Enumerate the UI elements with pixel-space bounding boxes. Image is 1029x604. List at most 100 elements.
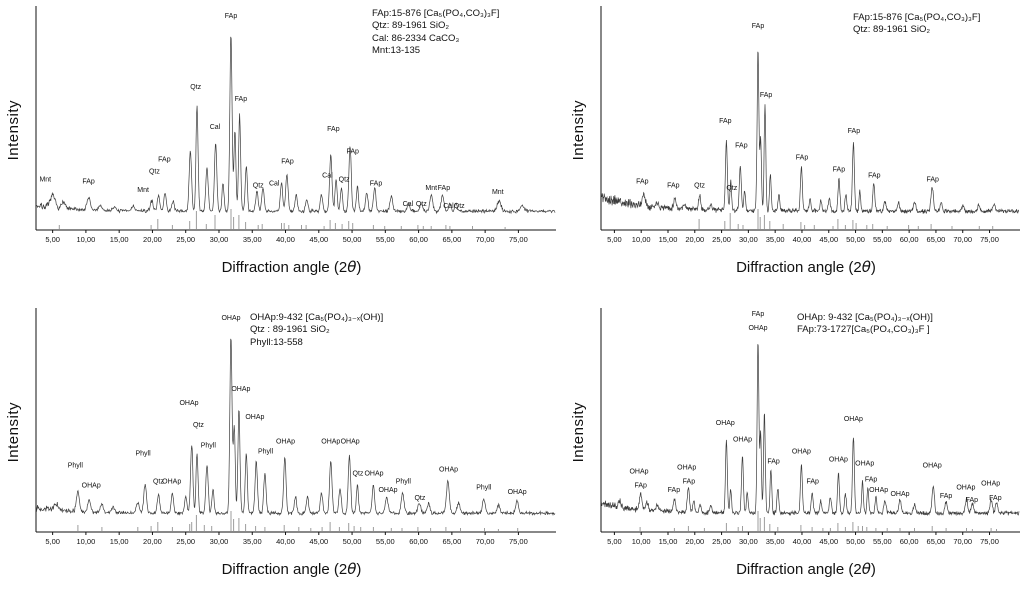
svg-text:Qtz: Qtz — [153, 479, 164, 486]
x-axis-label: Diffraction angle (2θ) — [221, 258, 362, 276]
svg-text:FAp: FAp — [636, 179, 649, 186]
svg-text:Phyll: Phyll — [396, 479, 412, 486]
svg-text:60,00: 60,00 — [900, 235, 919, 244]
svg-text:Qtz: Qtz — [416, 201, 427, 208]
svg-text:OHAp: OHAp — [245, 414, 264, 421]
svg-text:35,00: 35,00 — [243, 235, 262, 244]
svg-text:FAp: FAp — [868, 173, 881, 180]
svg-text:10,00: 10,00 — [77, 235, 96, 244]
svg-text:15,00: 15,00 — [110, 537, 129, 546]
svg-text:Qtz: Qtz — [193, 422, 204, 429]
svg-text:Cal: Cal — [322, 173, 333, 180]
svg-text:OHAp: OHAp — [748, 325, 767, 332]
svg-text:50,00: 50,00 — [343, 235, 362, 244]
xrd-plot: 5,00 10,00 15,00 20,00 25,00 30,00 35,00 40,00 4… — [600, 308, 1020, 546]
svg-text:70,00: 70,00 — [953, 235, 972, 244]
svg-text:35,00: 35,00 — [243, 537, 262, 546]
y-axis-label-column: Intensity — [565, 306, 591, 558]
svg-text:Cal: Cal — [210, 124, 221, 131]
legend-line: Mnt:13-135 — [372, 45, 421, 57]
svg-text:FAp: FAp — [735, 142, 748, 149]
svg-text:FAp: FAp — [940, 493, 953, 500]
svg-text:FAp: FAp — [327, 126, 340, 133]
svg-text:50,00: 50,00 — [846, 235, 865, 244]
svg-text:FAp: FAp — [752, 23, 765, 30]
svg-text:OHAp: OHAp — [276, 438, 295, 445]
theta-symbol: θ — [861, 560, 871, 578]
svg-text:FAp: FAp — [370, 181, 383, 188]
svg-text:35,00: 35,00 — [766, 537, 785, 546]
legend: OHAp: 9-432 [Ca₅(PO₄)₃₋ₓ(OH)] FAp:73-172… — [797, 312, 933, 337]
svg-text:25,00: 25,00 — [712, 537, 731, 546]
svg-text:65,00: 65,00 — [442, 537, 461, 546]
svg-text:Qtz: Qtz — [253, 183, 264, 190]
svg-text:Phyll: Phyll — [476, 485, 492, 492]
svg-text:20,00: 20,00 — [685, 235, 704, 244]
svg-text:FAp: FAp — [865, 477, 878, 484]
svg-text:FAp: FAp — [438, 185, 451, 192]
panel-top-left: Intensity 5,00 10,00 15,00 20,00 25,00 30,00 3… — [0, 0, 565, 302]
svg-text:Qtz: Qtz — [353, 471, 364, 478]
svg-text:OHAp: OHAp — [162, 479, 181, 486]
theta-symbol: θ — [861, 258, 871, 276]
svg-text:OHAp: OHAp — [890, 491, 909, 498]
svg-text:OHAp: OHAp — [733, 436, 752, 443]
svg-text:Phyll: Phyll — [258, 448, 274, 455]
svg-text:25,00: 25,00 — [176, 235, 195, 244]
legend-line: Qtz: 89-1961 SiO₂ — [372, 20, 450, 32]
legend-line: FAp:15-876 [Ca₅(PO₄,CO₃)₃F] — [372, 8, 500, 19]
svg-text:75,00: 75,00 — [980, 235, 999, 244]
svg-text:75,00: 75,00 — [509, 537, 528, 546]
legend-line: FAp:73-1727[Ca₅(PO₄,CO₃)₃F ] — [797, 324, 930, 336]
svg-text:40,00: 40,00 — [276, 235, 295, 244]
svg-text:45,00: 45,00 — [819, 537, 838, 546]
x-axis-label: Diffraction angle (2θ) — [221, 560, 362, 578]
svg-text:Mnt: Mnt — [425, 185, 437, 192]
svg-text:FAp: FAp — [796, 155, 809, 162]
legend-line: OHAp:9-432 [Ca₅(PO₄)₃₋ₓ(OH)] — [250, 312, 384, 323]
legend-line: Qtz: 89-1961 SiO₂ — [853, 24, 931, 36]
svg-text:5,00: 5,00 — [45, 537, 60, 546]
panel-top-right: Intensity 5,00 10,00 15,00 20,00 25,00 30,00 3… — [565, 0, 1029, 302]
svg-text:FAp: FAp — [683, 479, 696, 486]
svg-text:Phyll: Phyll — [201, 442, 217, 449]
svg-text:OHAp: OHAp — [923, 463, 942, 470]
y-axis-label-column: Intensity — [0, 4, 26, 256]
svg-text:OHAp: OHAp — [341, 438, 360, 445]
svg-text:OHAp: OHAp — [439, 467, 458, 474]
svg-text:40,00: 40,00 — [793, 537, 812, 546]
svg-text:25,00: 25,00 — [176, 537, 195, 546]
y-axis-label-column: Intensity — [565, 4, 591, 256]
legend-line: Phyll:13-558 — [250, 336, 303, 348]
svg-text:OHAp: OHAp — [716, 420, 735, 427]
legend: OHAp:9-432 [Ca₅(PO₄)₃₋ₓ(OH)] Qtz : 89-19… — [250, 312, 383, 349]
svg-text:OHAp: OHAp — [677, 465, 696, 472]
svg-text:OHAp: OHAp — [844, 416, 863, 423]
svg-text:FAp: FAp — [806, 479, 819, 486]
svg-text:OHAp: OHAp — [855, 461, 874, 468]
legend: FAp:15-876 [Ca₅(PO₄,CO₃)₃F] Qtz: 89-1961… — [372, 8, 499, 57]
plot-column: 5,00 10,00 15,00 20,00 25,00 30,00 35,00 40,00 4… — [591, 306, 1021, 578]
plot-column: 5,00 10,00 15,00 20,00 25,00 30,00 35,00 40,00 4… — [591, 4, 1021, 276]
svg-text:Qtz: Qtz — [149, 169, 160, 176]
svg-text:OHAp: OHAp — [956, 485, 975, 492]
svg-text:Qtz: Qtz — [339, 177, 350, 184]
svg-text:55,00: 55,00 — [873, 537, 892, 546]
legend: FAp:15-876 [Ca₅(PO₄,CO₃)₃F] Qtz: 89-1961… — [853, 12, 980, 37]
x-axis-label: Diffraction angle (2θ) — [736, 560, 876, 578]
svg-text:Phyll: Phyll — [136, 450, 152, 457]
svg-text:35,00: 35,00 — [766, 235, 785, 244]
svg-text:Qtz: Qtz — [414, 495, 425, 502]
svg-text:60,00: 60,00 — [900, 537, 919, 546]
svg-text:45,00: 45,00 — [309, 235, 328, 244]
svg-text:Qtz: Qtz — [190, 84, 201, 91]
svg-text:FAp: FAp — [719, 118, 732, 125]
svg-text:Qtz: Qtz — [726, 185, 737, 192]
y-axis-label: Intensity — [569, 401, 587, 463]
svg-text:55,00: 55,00 — [873, 235, 892, 244]
svg-text:40,00: 40,00 — [793, 235, 812, 244]
svg-text:FAp: FAp — [235, 96, 248, 103]
legend-line: OHAp: 9-432 [Ca₅(PO₄)₃₋ₓ(OH)] — [797, 312, 933, 323]
svg-text:5,00: 5,00 — [607, 537, 622, 546]
x-axis-label: Diffraction angle (2θ) — [736, 258, 876, 276]
